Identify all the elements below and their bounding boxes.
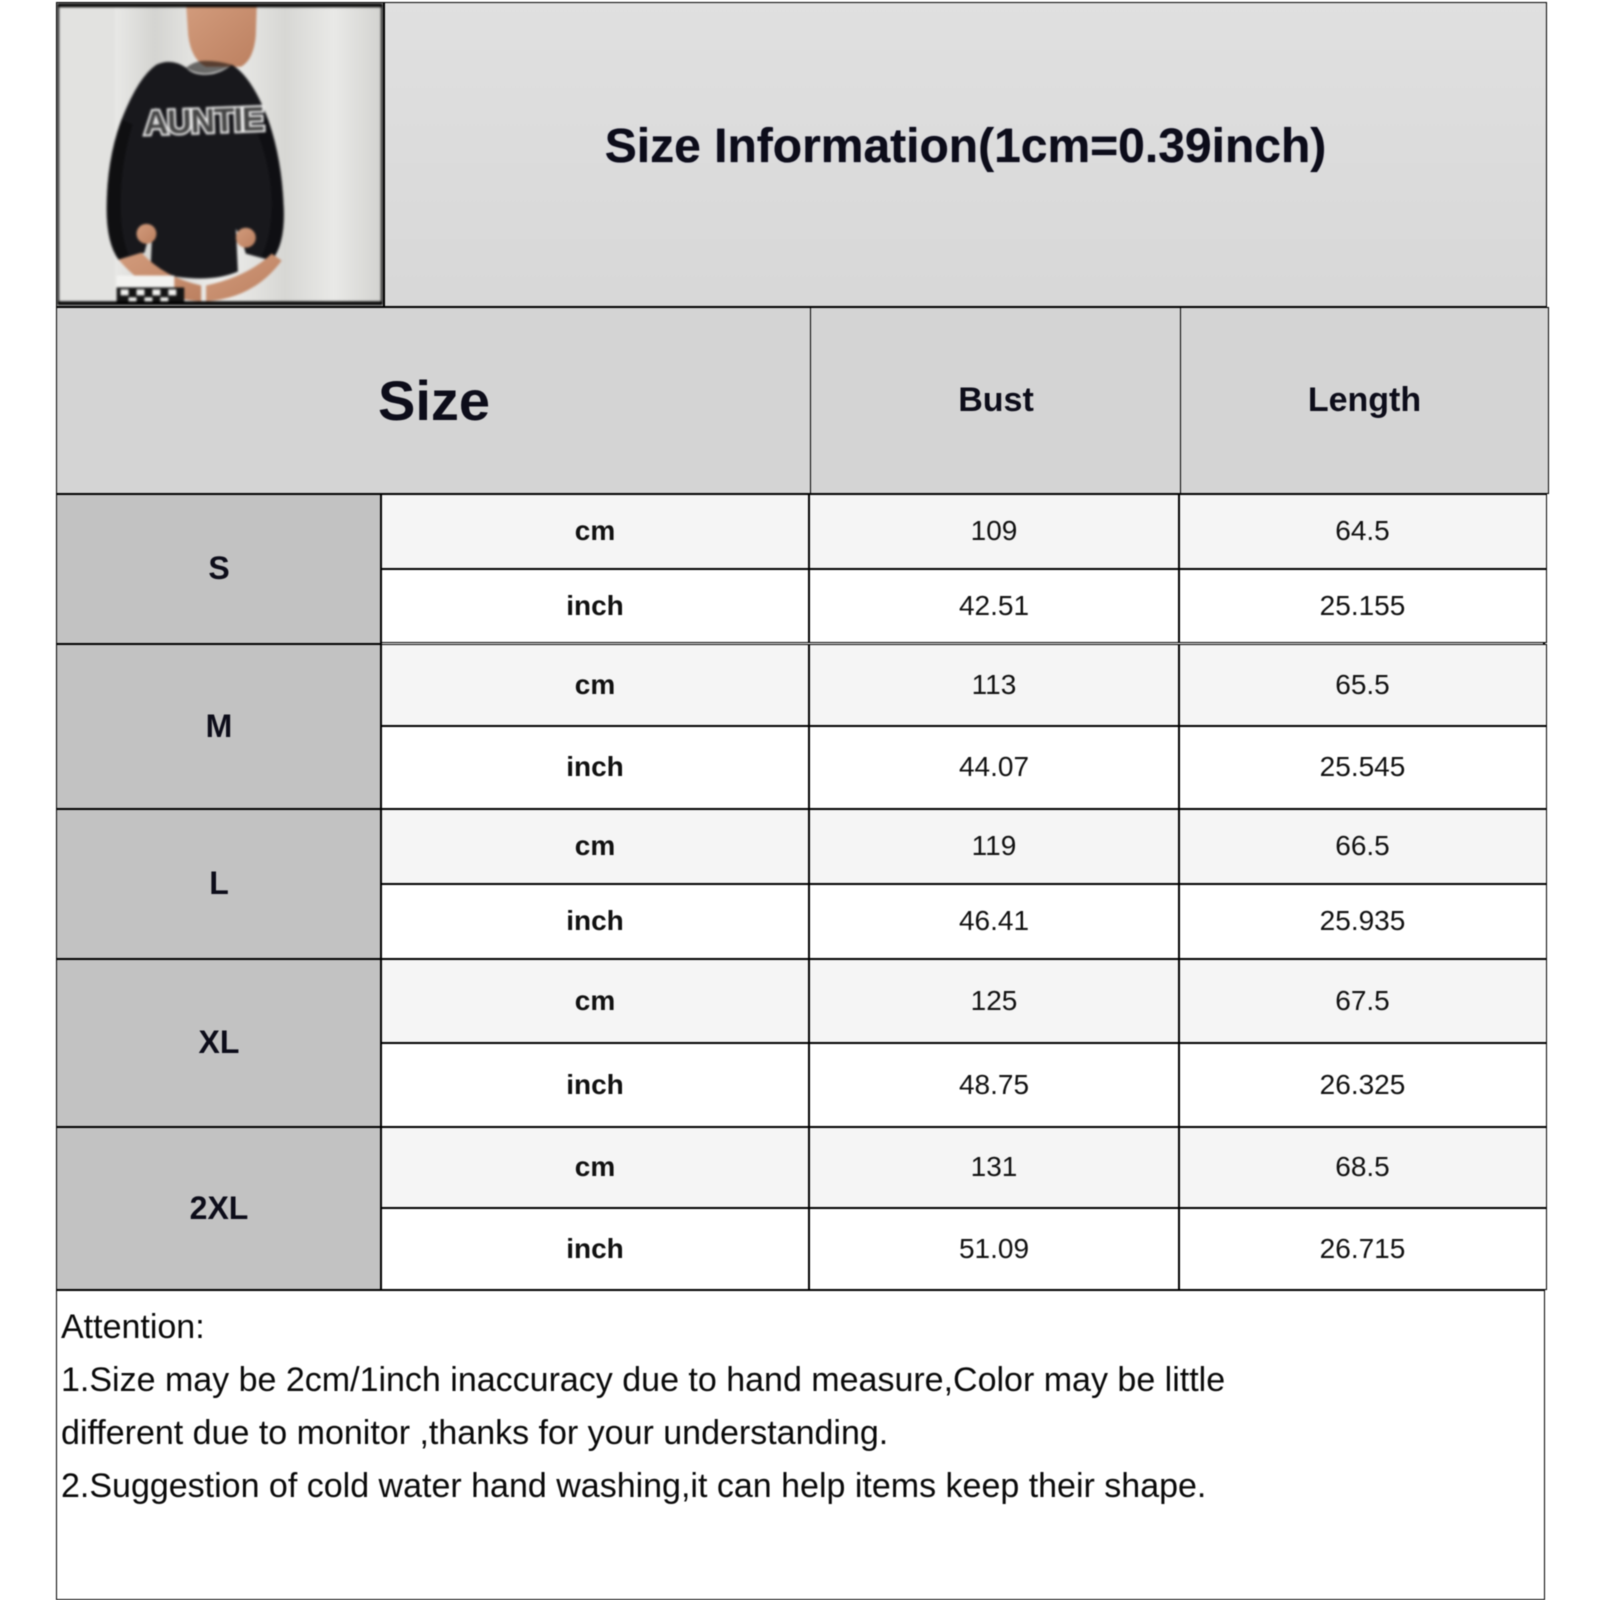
svg-text:AUNTIE: AUNTIE (143, 100, 264, 142)
